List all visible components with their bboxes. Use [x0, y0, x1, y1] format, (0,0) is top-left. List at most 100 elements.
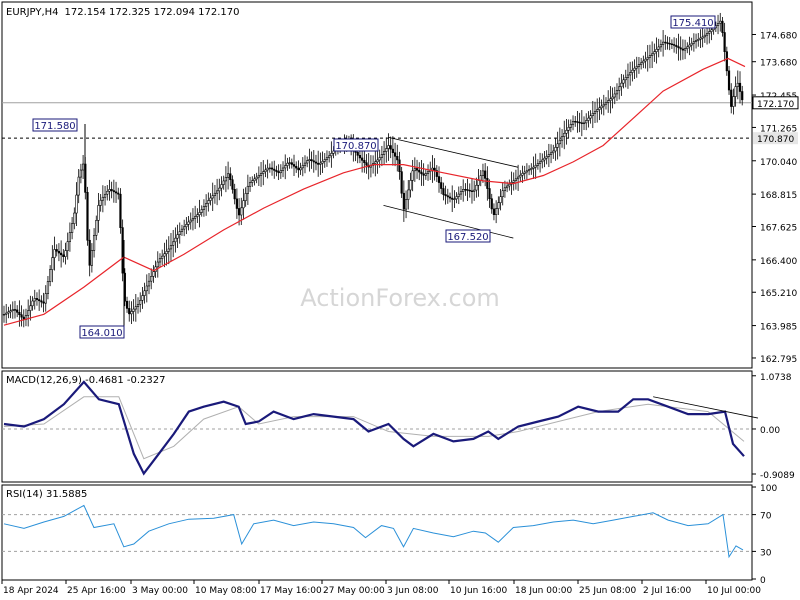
- candle-body: [2, 313, 6, 316]
- candle-body: [448, 196, 452, 199]
- candle-body: [136, 303, 140, 307]
- candle-body: [361, 157, 364, 161]
- candle-body: [297, 167, 300, 171]
- price-pane: ActionForex.com 171.580 164.010 170.870 167…: [1, 1, 799, 369]
- candle-body: [626, 74, 630, 78]
- candle-body: [150, 276, 153, 282]
- candle-body: [567, 126, 570, 131]
- candle-body: [187, 221, 190, 225]
- rsi-levels: [2, 514, 752, 552]
- candle-body: [576, 121, 579, 123]
- candle-body: [240, 207, 243, 216]
- candle-body: [185, 224, 188, 228]
- macd-title: MACD(12,26,9) -0.4681 -0.2327: [6, 375, 166, 386]
- candle-body: [459, 191, 463, 195]
- candle-body: [139, 300, 142, 305]
- candle-body: [9, 310, 12, 313]
- y-tick-label: 100: [760, 484, 777, 494]
- y-tick-label: 171.265: [760, 124, 797, 134]
- candle-body: [213, 192, 217, 196]
- candle-body: [330, 153, 333, 157]
- candle-body: [530, 168, 533, 170]
- candle-body: [99, 199, 102, 206]
- candle-body: [736, 82, 739, 87]
- candle-body: [481, 170, 485, 176]
- price-tag-label: 172.170: [757, 100, 794, 110]
- macd-trendline: [653, 396, 759, 419]
- candle-body: [506, 185, 509, 189]
- candle-body: [407, 189, 410, 200]
- candle-body: [683, 48, 687, 51]
- candle-body: [492, 208, 496, 215]
- candle-body: [295, 165, 298, 169]
- candle-body: [198, 212, 201, 216]
- candle-body: [183, 226, 186, 230]
- candle-body: [719, 20, 722, 24]
- candle-body: [569, 124, 572, 128]
- candle-body: [310, 159, 313, 162]
- candle-body: [226, 173, 230, 178]
- candle-body: [62, 254, 65, 257]
- candle-body: [125, 300, 129, 309]
- candle-body: [402, 192, 405, 210]
- candle-body: [681, 48, 684, 51]
- candle-body: [446, 195, 449, 198]
- candle-body: [508, 183, 511, 187]
- x-tick-label: 18 Jun 00:00: [515, 586, 572, 596]
- candle-body: [648, 55, 652, 58]
- candle-body: [433, 167, 436, 171]
- candle-body: [117, 192, 120, 195]
- candle-body: [517, 176, 520, 180]
- candle-body: [593, 111, 597, 114]
- candle-body: [637, 64, 641, 67]
- candle-body: [13, 309, 17, 311]
- candle-body: [624, 77, 627, 81]
- candle-body: [64, 250, 67, 257]
- candle-body: [598, 107, 601, 110]
- candle-body: [716, 23, 720, 26]
- candle-body: [730, 89, 733, 107]
- candle-body: [57, 250, 61, 254]
- candle-body: [79, 169, 82, 178]
- candle-body: [552, 150, 555, 154]
- candle-body: [356, 152, 359, 156]
- candle-body: [651, 53, 654, 56]
- candle-body: [66, 241, 69, 251]
- candle-body: [262, 171, 265, 174]
- watermark: ActionForex.com: [300, 284, 500, 312]
- candle-body: [288, 162, 291, 164]
- candle-body: [147, 280, 151, 287]
- candle-body: [495, 208, 498, 215]
- candle-body: [176, 234, 179, 239]
- y-tick-label: 70: [760, 512, 772, 522]
- price-annotation: 171.580: [32, 118, 86, 180]
- candle-body: [55, 249, 58, 252]
- candle-body: [121, 227, 124, 274]
- candle-body: [503, 187, 507, 192]
- candle-body: [672, 44, 676, 46]
- macd-trendline-segment: [653, 396, 759, 419]
- candle-body: [161, 255, 164, 259]
- y-tick-label: -0.9089: [760, 471, 795, 481]
- candle-body: [18, 312, 21, 316]
- candle-body: [488, 188, 491, 200]
- candle-body: [189, 219, 192, 223]
- candle-body: [622, 79, 625, 84]
- candle-body: [325, 157, 329, 160]
- candle-body: [655, 48, 658, 52]
- candle-body: [451, 197, 454, 200]
- price-annotation: 170.870: [333, 138, 379, 152]
- candle-body: [110, 189, 113, 191]
- candle-body: [703, 34, 706, 38]
- candle-body: [657, 46, 660, 50]
- candle-body: [486, 178, 489, 189]
- candle-body: [303, 162, 307, 166]
- candle-body: [457, 193, 460, 197]
- y-tick-label: 167.625: [760, 224, 797, 234]
- candle-body: [73, 212, 76, 224]
- price-tags: 172.170 170.870: [752, 96, 799, 145]
- candle-body: [560, 136, 564, 141]
- candle-body: [543, 157, 546, 161]
- candle-body: [301, 165, 304, 169]
- candle-body: [563, 132, 566, 137]
